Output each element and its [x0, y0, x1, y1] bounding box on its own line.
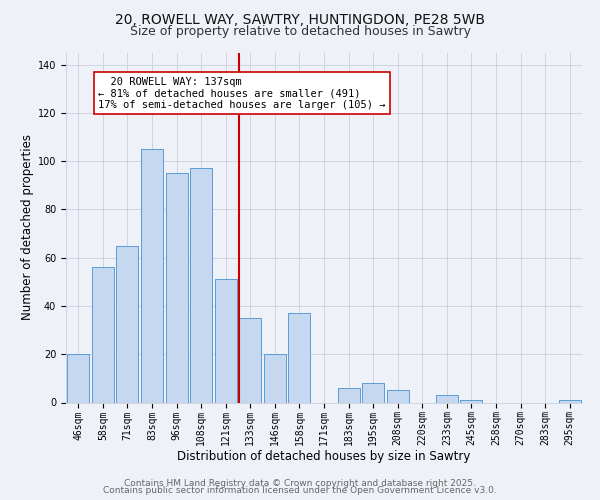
Text: Contains HM Land Registry data © Crown copyright and database right 2025.: Contains HM Land Registry data © Crown c…	[124, 478, 476, 488]
Text: 20 ROWELL WAY: 137sqm  
← 81% of detached houses are smaller (491)
17% of semi-d: 20 ROWELL WAY: 137sqm ← 81% of detached …	[98, 76, 385, 110]
Bar	[289, 313, 310, 402]
Bar	[92, 268, 114, 402]
Bar	[215, 280, 237, 402]
Bar	[436, 396, 458, 402]
Bar	[386, 390, 409, 402]
Bar	[239, 318, 262, 402]
Bar	[166, 173, 188, 402]
Bar	[116, 246, 139, 402]
Bar	[362, 383, 384, 402]
Text: 20, ROWELL WAY, SAWTRY, HUNTINGDON, PE28 5WB: 20, ROWELL WAY, SAWTRY, HUNTINGDON, PE28…	[115, 12, 485, 26]
Bar	[67, 354, 89, 403]
X-axis label: Distribution of detached houses by size in Sawtry: Distribution of detached houses by size …	[178, 450, 470, 462]
Bar	[141, 149, 163, 403]
Text: Size of property relative to detached houses in Sawtry: Size of property relative to detached ho…	[130, 25, 470, 38]
Bar	[190, 168, 212, 402]
Text: Contains public sector information licensed under the Open Government Licence v3: Contains public sector information licen…	[103, 486, 497, 495]
Bar	[264, 354, 286, 403]
Bar	[338, 388, 359, 402]
Y-axis label: Number of detached properties: Number of detached properties	[20, 134, 34, 320]
Bar	[460, 400, 482, 402]
Bar	[559, 400, 581, 402]
